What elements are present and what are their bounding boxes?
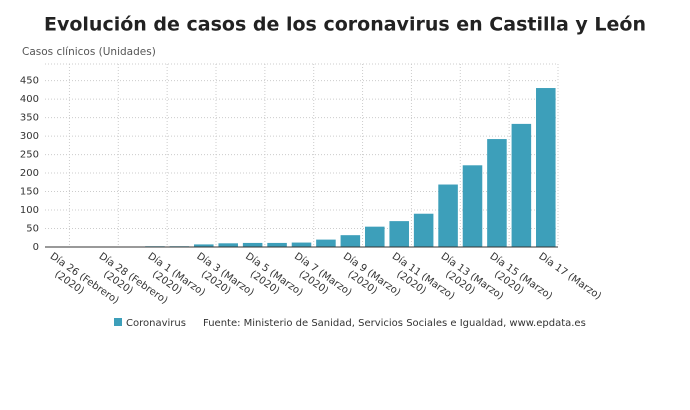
- bar: [389, 221, 409, 247]
- legend-swatch: [114, 318, 122, 326]
- y-tick-label: 400: [20, 94, 39, 105]
- bar: [438, 185, 458, 247]
- bar: [463, 165, 483, 247]
- y-tick-label: 450: [20, 76, 39, 87]
- bar: [243, 243, 263, 247]
- bar: [218, 243, 238, 247]
- bar: [267, 243, 287, 247]
- bar: [512, 124, 532, 247]
- y-axis-label: Casos clínicos (Unidades): [22, 46, 156, 58]
- y-tick-label: 150: [20, 187, 39, 198]
- y-tick-label: 100: [20, 205, 39, 216]
- y-tick-label: 50: [26, 224, 39, 235]
- bar: [414, 214, 434, 247]
- y-tick-label: 250: [20, 150, 39, 161]
- chart-title: Evolución de casos de los coronavirus en…: [44, 14, 646, 36]
- y-tick-label: 350: [20, 113, 39, 124]
- bar: [536, 88, 556, 247]
- legend-label: Coronavirus: [126, 318, 186, 329]
- y-tick-label: 200: [20, 168, 39, 179]
- bar: [365, 227, 385, 247]
- bar: [487, 139, 507, 247]
- source: Fuente: Ministerio de Sanidad, Servicios…: [203, 318, 586, 329]
- bar: [341, 235, 361, 247]
- y-tick-label: 0: [33, 242, 39, 253]
- bar: [292, 243, 312, 247]
- bar: [316, 240, 336, 247]
- y-tick-label: 300: [20, 131, 39, 142]
